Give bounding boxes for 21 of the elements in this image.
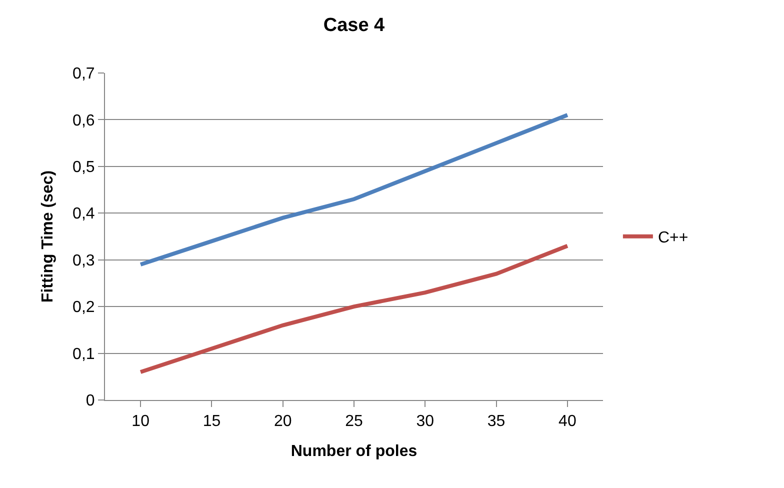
y-tick-label: 0,6 [72, 112, 95, 130]
x-tick-label: 15 [202, 413, 221, 430]
y-tick-label: 0,2 [72, 299, 95, 316]
y-tick-label: 0 [86, 392, 95, 410]
x-tick-label: 30 [416, 413, 434, 430]
y-tick-label: 0,4 [72, 206, 95, 223]
x-tick-label: 25 [345, 413, 363, 430]
y-tick-label: 0,5 [72, 159, 95, 176]
line-series [138, 244, 570, 374]
x-tick-label: 40 [558, 413, 576, 430]
y-tick-label: 0,3 [72, 252, 95, 270]
x-tick-label: 35 [487, 413, 506, 430]
x-tick-label: 10 [132, 413, 150, 430]
y-tick-label: 0,7 [72, 66, 95, 83]
y-axis-title: Fitting Time (sec) [39, 170, 56, 303]
line-series [138, 113, 570, 267]
chart-title: Case 4 [323, 15, 386, 36]
y-tick-label: 0,1 [72, 346, 95, 363]
x-tick-label: 20 [274, 413, 292, 430]
x-axis-title: Number of poles [290, 442, 418, 460]
legend-label: C++ [658, 230, 688, 247]
